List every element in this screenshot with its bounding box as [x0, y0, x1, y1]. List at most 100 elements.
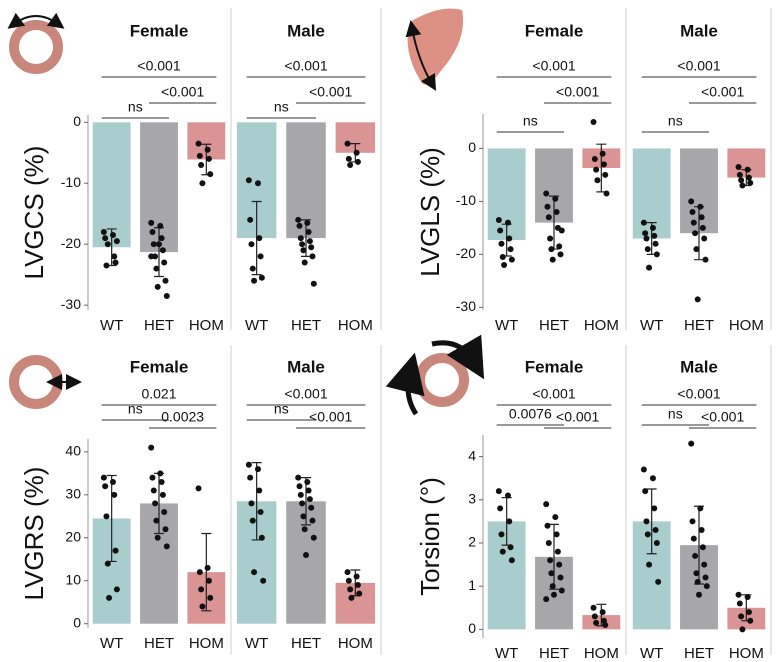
panel-title: Male	[680, 21, 718, 40]
data-point	[164, 543, 170, 549]
data-point	[295, 217, 301, 223]
data-point	[508, 246, 514, 252]
data-point	[699, 527, 705, 533]
data-point	[547, 235, 553, 241]
data-point	[161, 259, 167, 265]
data-point	[498, 241, 504, 247]
panel-title: Female	[130, 21, 189, 40]
data-point	[509, 257, 515, 263]
p-value-label: ns	[523, 113, 538, 129]
data-point	[298, 235, 304, 241]
data-point	[304, 479, 310, 485]
data-point	[543, 501, 549, 507]
data-point	[258, 253, 264, 259]
data-point	[651, 505, 657, 511]
data-point	[593, 620, 599, 626]
data-point	[600, 151, 606, 157]
data-point	[506, 235, 512, 241]
y-tick-label: -30	[456, 298, 476, 314]
data-point	[160, 247, 166, 253]
data-point	[745, 167, 751, 173]
data-point	[103, 263, 109, 269]
data-point	[111, 492, 117, 498]
data-point	[207, 595, 213, 601]
data-point	[205, 147, 211, 153]
x-tick-label: WT	[100, 635, 123, 652]
data-point	[114, 238, 120, 244]
data-point	[304, 220, 310, 226]
data-point	[496, 488, 502, 494]
data-point	[250, 266, 256, 272]
data-point	[196, 485, 202, 491]
data-point	[745, 594, 751, 600]
panel-title: Female	[130, 357, 189, 376]
data-point	[696, 592, 702, 598]
data-point	[558, 251, 564, 257]
data-point	[693, 246, 699, 252]
data-point	[206, 578, 212, 584]
circumferential-icon	[14, 16, 58, 69]
data-point	[692, 553, 698, 559]
data-point	[604, 190, 610, 196]
panel-title: Male	[680, 357, 718, 376]
data-point	[738, 177, 744, 183]
x-tick-label: HOM	[189, 317, 224, 334]
data-point	[197, 153, 203, 159]
data-point	[552, 196, 558, 202]
data-point	[643, 235, 649, 241]
data-point	[103, 513, 109, 519]
data-point	[246, 177, 252, 183]
p-value-label: <0.001	[137, 58, 180, 74]
data-point	[508, 544, 514, 550]
x-tick-label: HET	[144, 635, 174, 652]
y-tick-label: 2	[468, 534, 476, 550]
data-point	[308, 244, 314, 250]
p-value-label: <0.001	[284, 386, 327, 402]
y-tick-label: 3	[468, 490, 476, 506]
data-point	[543, 190, 549, 196]
y-tick-label: -20	[456, 245, 476, 261]
data-point	[105, 561, 111, 567]
data-point	[151, 241, 157, 247]
data-point	[255, 180, 261, 186]
data-point	[739, 183, 745, 189]
data-point	[155, 535, 161, 541]
data-point	[155, 284, 161, 290]
data-point	[148, 253, 154, 259]
data-point	[111, 253, 117, 259]
data-point	[102, 483, 108, 489]
data-point	[153, 518, 159, 524]
p-value-label: <0.001	[284, 58, 327, 74]
p-value-label: <0.001	[161, 84, 204, 100]
data-point	[157, 223, 163, 229]
p-value-label: <0.001	[701, 84, 744, 100]
data-point	[345, 141, 351, 147]
y-tick-label: 20	[65, 528, 81, 544]
data-point	[199, 180, 205, 186]
data-point	[641, 467, 647, 473]
data-point	[548, 246, 554, 252]
y-tick-label: -10	[456, 192, 476, 208]
p-value-label: ns	[128, 99, 143, 115]
x-tick-label: HOM	[584, 645, 619, 662]
data-point	[701, 562, 707, 568]
data-point	[703, 575, 709, 581]
data-point	[496, 217, 502, 223]
data-point	[505, 492, 511, 498]
data-point	[297, 223, 303, 229]
x-tick-label: HET	[291, 635, 321, 652]
data-point	[690, 518, 696, 524]
data-point	[500, 549, 506, 555]
data-point	[697, 505, 703, 511]
data-point	[148, 220, 154, 226]
data-point	[302, 526, 308, 532]
data-point	[591, 119, 597, 125]
data-point	[163, 526, 169, 532]
data-point	[543, 596, 549, 602]
data-point	[298, 492, 304, 498]
data-point	[354, 573, 360, 579]
data-point	[601, 161, 607, 167]
data-point	[506, 518, 512, 524]
data-point	[558, 575, 564, 581]
x-tick-label: HOM	[729, 317, 764, 334]
